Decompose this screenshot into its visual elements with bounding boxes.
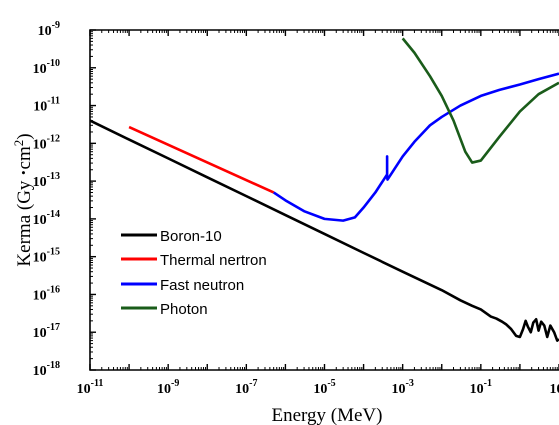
y-tick-label: 10-16 bbox=[33, 284, 60, 303]
legend-label-thermal: Thermal nertron bbox=[160, 252, 267, 269]
y-tick-label: 10-13 bbox=[33, 171, 60, 190]
x-tick-label: 10-9 bbox=[157, 378, 179, 397]
y-tick-label: 10-18 bbox=[33, 360, 60, 379]
y-axis-title: Kerma (Gy ·cm2) bbox=[11, 133, 35, 266]
series-line-thermal-nertron bbox=[128, 125, 275, 194]
series-layer bbox=[90, 37, 559, 342]
y-axis-title-post: ) bbox=[14, 133, 35, 139]
y-axis-title-unit: cm bbox=[14, 146, 35, 169]
axes-frame bbox=[89, 29, 559, 371]
y-axis-title-sup: 2 bbox=[11, 140, 26, 147]
series-line-photon bbox=[401, 37, 559, 164]
y-tick-label: 10-10 bbox=[33, 58, 60, 77]
y-tick-label: 10-12 bbox=[33, 133, 60, 152]
minor-ticks bbox=[90, 30, 558, 370]
x-tick-label: 10-5 bbox=[313, 378, 335, 397]
y-tick-labels: 10-9 10-10 10-11 10-12 10-13 10-14 10-15 10-16 1… bbox=[33, 20, 60, 379]
series-line-fast-neutron bbox=[272, 72, 559, 222]
y-tick-label: 10-15 bbox=[33, 247, 60, 266]
x-tick-label: 101 bbox=[550, 378, 559, 397]
x-tick-label: 10-3 bbox=[391, 378, 413, 397]
legend-label-photon: Photon bbox=[160, 301, 208, 318]
y-axis-title-pre: Kerma (Gy bbox=[14, 176, 35, 267]
x-tick-label: 10-7 bbox=[235, 378, 257, 397]
plot-frame bbox=[89, 29, 559, 371]
legend-label-boron: Boron-10 bbox=[160, 228, 222, 245]
y-tick-label: 10-17 bbox=[33, 322, 60, 341]
series-line-boron-10 bbox=[90, 119, 559, 342]
legend: Boron-10 Thermal nertron Fast neutron Ph… bbox=[121, 228, 267, 318]
x-tick-labels: 10-11 10-9 10-7 10-5 10-3 10-1 101 bbox=[77, 378, 559, 397]
y-tick-label: 10-11 bbox=[33, 96, 60, 115]
x-tick-label: 10-11 bbox=[77, 378, 104, 397]
x-axis-title: Energy (MeV) bbox=[272, 405, 383, 425]
legend-label-fast: Fast neutron bbox=[160, 277, 244, 294]
y-tick-label: 10-14 bbox=[33, 209, 60, 228]
major-ticks bbox=[89, 29, 559, 371]
y-axis-title-dot: · bbox=[14, 169, 35, 175]
y-tick-label: 10-9 bbox=[38, 20, 60, 39]
x-tick-label: 10-1 bbox=[470, 378, 492, 397]
